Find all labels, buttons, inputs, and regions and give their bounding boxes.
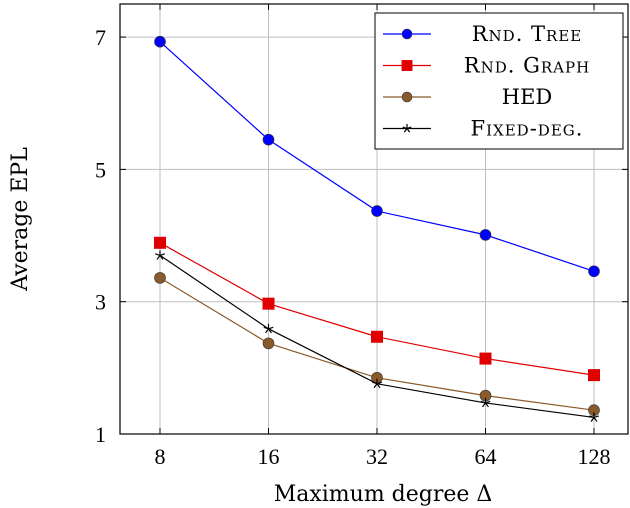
data-point: [480, 397, 491, 408]
y-axis-label: Average EPL: [8, 147, 33, 292]
data-point: [262, 297, 275, 310]
series-rnd-graph: [154, 236, 600, 382]
legend-marker: [401, 60, 413, 71]
series-group: [154, 35, 600, 422]
x-axis-label: Maximum degree Δ: [274, 482, 493, 507]
axes: [119, 3, 629, 435]
data-point: [372, 378, 382, 389]
y-tick-label: 7: [95, 25, 106, 50]
series-hed: [154, 272, 600, 416]
legend-label: Fixed-deg.: [471, 117, 584, 141]
data-point: [154, 35, 166, 48]
legend-box: [374, 12, 624, 150]
legend-marker: [402, 124, 412, 133]
legend-marker: [401, 28, 413, 40]
series-rnd-tree: [154, 35, 600, 278]
data-point: [155, 250, 165, 260]
ticks: 8 16 32 64 128 1 3 5 7: [95, 4, 628, 469]
x-tick-label: 128: [578, 444, 611, 469]
data-point: [154, 236, 166, 249]
data-point: [263, 323, 274, 334]
x-tick-label: 64: [475, 444, 497, 469]
y-tick-label: 3: [95, 290, 106, 315]
x-tick-label: 8: [155, 444, 166, 469]
legend-label: Rnd. Graph: [464, 54, 590, 78]
legend-label: HED: [502, 85, 552, 109]
legend-item: Rnd. Graph: [383, 54, 590, 78]
data-point: [479, 229, 492, 241]
legend-label: Rnd. Tree: [472, 22, 583, 46]
data-point: [154, 272, 166, 284]
y-tick-label: 5: [95, 157, 106, 182]
legend-marker: [401, 91, 413, 103]
legend-item: Rnd. Tree: [383, 22, 583, 46]
legend-item: Fixed-deg.: [383, 117, 584, 141]
legend-item: HED: [383, 85, 552, 109]
data-point: [262, 133, 275, 146]
data-point: [588, 369, 600, 382]
data-point: [371, 205, 383, 217]
legend: Rnd. Tree Rnd. Graph HED Fixed-deg.: [374, 12, 624, 150]
series-fixed-deg: [155, 250, 599, 422]
plot-frame: [119, 3, 629, 435]
data-point: [479, 352, 492, 365]
x-tick-label: 32: [366, 444, 388, 469]
x-tick-label: 16: [258, 444, 280, 469]
data-point: [588, 265, 600, 278]
data-point: [589, 412, 599, 422]
data-point: [371, 330, 383, 343]
data-point: [262, 337, 275, 350]
y-tick-label: 1: [95, 422, 106, 447]
